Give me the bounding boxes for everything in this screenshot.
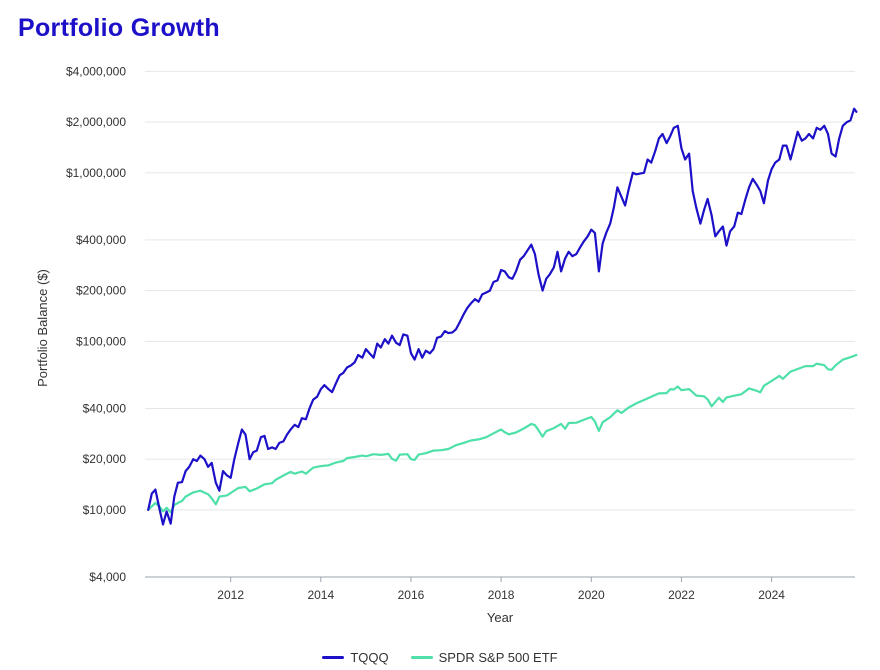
y-tick-label: $10,000 [83, 503, 127, 517]
x-tick-label: 2014 [307, 588, 334, 602]
x-tick-label: 2022 [668, 588, 695, 602]
series-line-tqqq [147, 107, 858, 526]
legend-item-spy[interactable]: SPDR S&P 500 ETF [410, 648, 558, 666]
legend-label-spy: SPDR S&P 500 ETF [438, 649, 558, 665]
y-tick-label: $20,000 [83, 452, 127, 466]
y-axis-ticks: $4,000 $10,000 $20,000 $40,000 $100,000 $200,… [66, 64, 126, 584]
gridlines [145, 70, 855, 511]
x-tick-label: 2024 [758, 588, 785, 602]
y-tick-label: $2,000,000 [66, 115, 126, 129]
legend-label-tqqq: TQQQ [350, 649, 389, 665]
y-axis-label: Portfolio Balance ($) [35, 269, 50, 387]
y-tick-label: $400,000 [76, 233, 126, 247]
legend: TQQQ SPDR S&P 500 ETF [0, 648, 880, 666]
x-tick-label: 2016 [398, 588, 425, 602]
x-tick-label: 2012 [217, 588, 244, 602]
series-lines [147, 107, 858, 526]
y-tick-label: $100,000 [76, 334, 126, 348]
series-line-spy [147, 353, 858, 514]
chart-title: Portfolio Growth [18, 14, 220, 42]
y-tick-label: $4,000 [89, 570, 126, 584]
x-axis-label: Year [487, 610, 514, 625]
x-tick-label: 2018 [488, 588, 515, 602]
legend-swatch-tqqq [322, 655, 345, 659]
y-tick-label: $200,000 [76, 284, 126, 298]
x-axis-ticks: 2012 2014 2016 2018 2020 2022 2024 [217, 577, 785, 602]
y-tick-label: $1,000,000 [66, 166, 126, 180]
y-tick-label: $40,000 [83, 401, 127, 415]
legend-swatch-spy [410, 655, 433, 659]
x-tick-label: 2020 [578, 588, 605, 602]
y-tick-label: $4,000,000 [66, 64, 126, 78]
legend-item-tqqq[interactable]: TQQQ [322, 648, 389, 666]
